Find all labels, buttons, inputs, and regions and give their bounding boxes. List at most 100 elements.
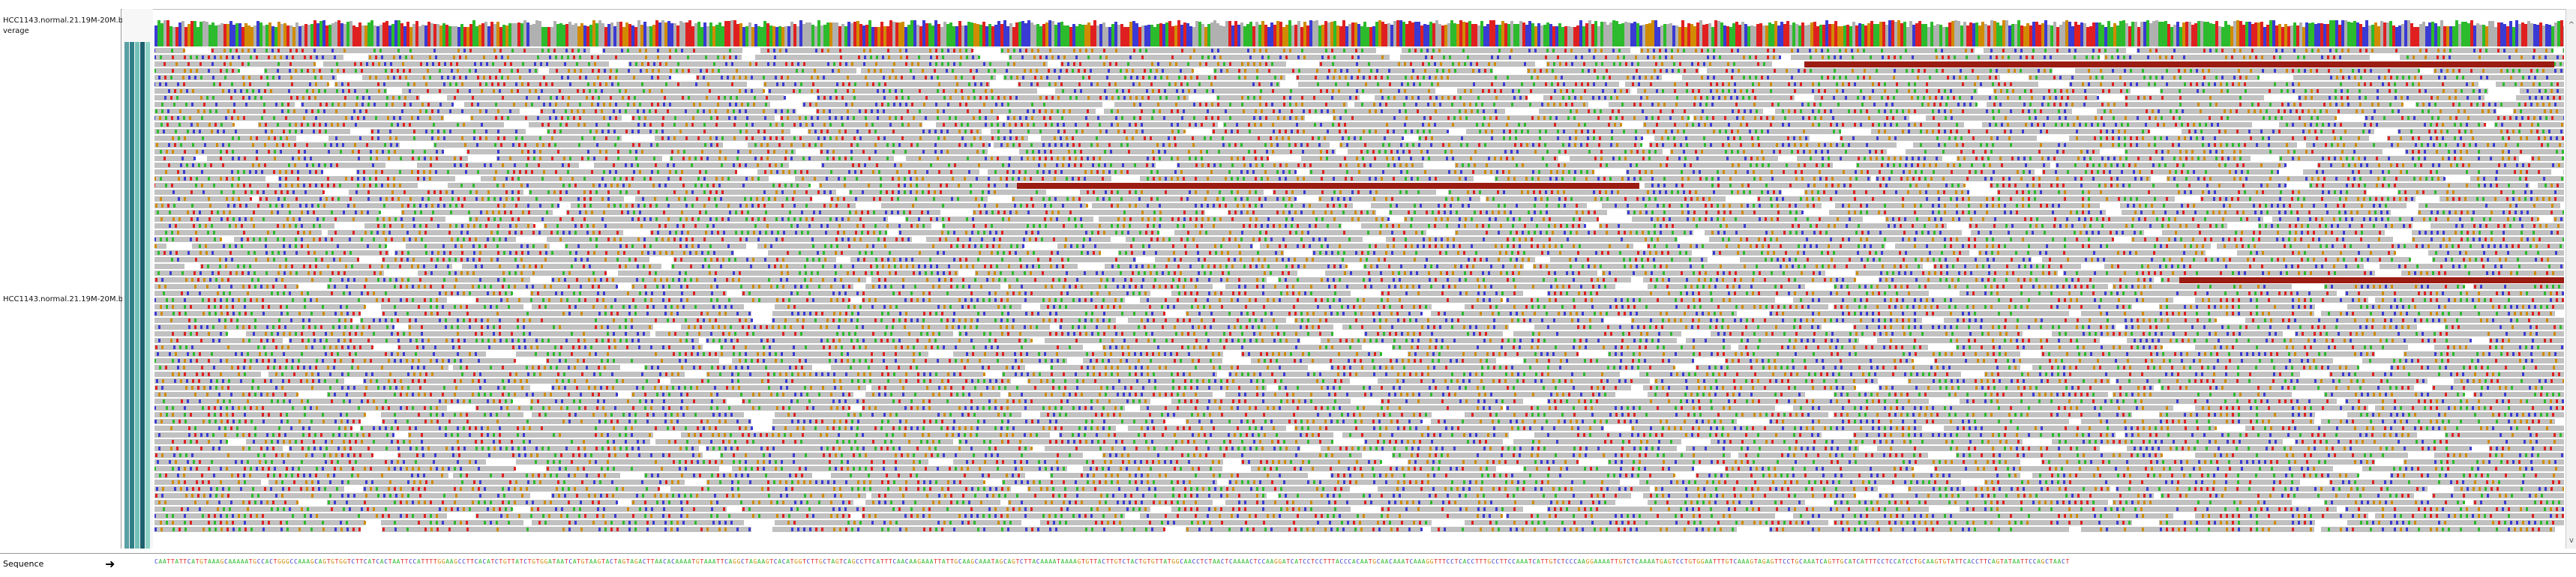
aligned-read [742,399,1150,404]
aligned-read [2418,210,2564,215]
coverage-bar [1906,27,1909,46]
coverage-bar [376,26,379,46]
coverage-histogram[interactable] [154,19,2564,49]
coverage-bar [751,27,754,46]
coverage-bar [2044,20,2047,46]
coverage-bar [931,25,934,46]
coverage-bar [964,25,967,46]
alignment-data-panel[interactable] [154,9,2564,549]
aligned-read [363,378,660,384]
coverage-bar [1690,24,1693,46]
coverage-bar [1051,21,1054,46]
coverage-bar [2563,26,2564,46]
aligned-read [154,68,240,73]
coverage-bar [1477,25,1480,46]
aligned-read [1944,426,2217,431]
coverage-bar [1204,27,1207,46]
aligned-read [1997,190,2367,195]
aligned-read [1457,88,1630,94]
aligned-read [768,88,1037,94]
aligned-read [154,439,228,444]
coverage-bar [1672,25,1675,46]
coverage-bar [607,24,610,46]
coverage-bar [1999,25,2002,46]
coverage-bar [439,25,442,46]
aligned-read [328,230,623,235]
coverage-bar [796,26,799,46]
scroll-up-icon[interactable]: ^ [2567,21,2576,30]
coverage-bar [1552,26,1555,46]
aligned-read [671,264,1078,269]
coverage-bar [1549,24,1552,46]
coverage-bar [1789,25,1792,46]
aligned-read [1363,264,1524,269]
coverage-bar [496,22,499,46]
aligned-read [154,250,389,256]
aligned-read [417,163,579,168]
coverage-bar [2053,22,2056,46]
coverage-bar [442,23,445,46]
coverage-bar [1744,24,1747,46]
coverage-bar [1873,24,1876,46]
coverage-bar [2491,21,2494,46]
aligned-read [1797,156,1942,161]
track-name-panel: HCC1143.normal.21.19M-20M.b verage HCC11… [0,9,121,549]
aligned-read [154,142,400,148]
coverage-bar [1195,21,1198,46]
aligned-read [1933,264,2081,269]
coverage-bar [457,27,460,46]
aligned-read [154,176,265,181]
aligned-read [549,68,856,73]
aligned-read [154,210,381,215]
coverage-bar [1834,21,1837,46]
aligned-read [2279,122,2486,127]
scroll-down-icon[interactable]: v [2567,537,2576,546]
coverage-bar [307,25,310,46]
aligned-read [154,244,166,249]
coverage-bar [1543,25,1546,46]
read-pileup[interactable] [154,46,2564,549]
coverage-bar [1105,27,1108,46]
vertical-scrollbar[interactable]: ^ v [2566,9,2576,549]
aligned-read [234,237,516,242]
coverage-bar [2290,25,2293,46]
aligned-read [516,459,928,465]
coverage-bar [1393,21,1396,46]
strand-arrow-icon[interactable]: ➜ [105,557,115,571]
aligned-read [775,520,1021,525]
coverage-bar [871,27,874,46]
coverage-track-name[interactable]: HCC1143.normal.21.19M-20M.b [3,16,123,25]
coverage-bar [352,25,355,46]
aligned-read [1793,513,2173,519]
coverage-bar [2098,22,2101,46]
aligned-read [802,102,1102,107]
coverage-bar [1117,25,1120,46]
coverage-bar [463,27,466,46]
coverage-bar [2359,24,2362,46]
aligned-read [772,318,1116,323]
aligned-read [470,115,622,121]
coverage-bar [886,26,889,46]
aligned-read [1647,244,1885,249]
coverage-bar [2212,24,2215,46]
coverage-bar [286,25,289,46]
coverage-bar [211,22,214,46]
coverage-bar [1831,24,1834,46]
aligned-read [1083,466,1222,471]
aligned-read [655,439,953,444]
aligned-read [1186,527,1423,532]
coverage-bar [505,25,508,46]
aligned-read [1654,378,1878,384]
coverage-bar [184,27,187,46]
aligned-read [1834,392,2108,397]
aligned-read [1273,190,1436,195]
coverage-bar [289,25,292,46]
aligned-read [154,500,298,505]
coverage-bar [2368,25,2371,46]
aligned-read [795,176,1111,181]
alignment-track-name[interactable]: HCC1143.normal.21.19M-20M.b [3,295,123,303]
aligned-read [1128,318,1286,323]
aligned-read [2258,223,2413,229]
coverage-bar [2398,25,2401,46]
coverage-bar [1936,24,1939,46]
